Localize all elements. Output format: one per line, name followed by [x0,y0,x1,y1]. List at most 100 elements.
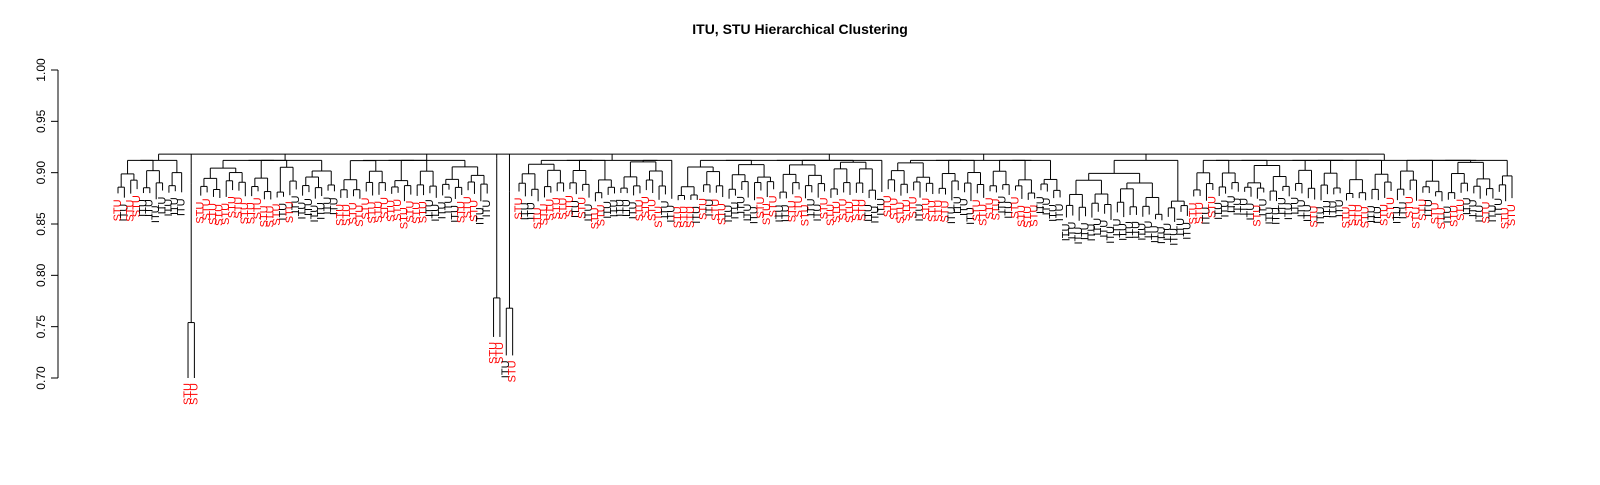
leaf-label: ITU [1124,221,1136,239]
leaf-label: ITU [1118,223,1130,241]
leaf-label: STU [507,360,519,382]
leaf-label: STU [888,198,900,220]
leaf-label: STU [538,203,550,225]
leaf-label: ITU [1270,207,1282,225]
leaf-label: STU [265,205,277,227]
leaf-label: STU [933,200,945,222]
leaf-label: ITU [1245,203,1257,221]
leaf-label: ITU [163,199,175,217]
leaf-label: ITU [1372,206,1384,224]
leaf-label: ITU [1487,205,1499,223]
leaf-label: STU [787,200,799,222]
y-tick-label: 0.70 [34,366,48,390]
leaf-label: STU [239,202,251,224]
leaf-label: ITU [309,205,321,223]
leaf-label: ITU [615,199,627,217]
leaf-label: ITU [500,360,512,378]
leaf-label: STU [653,206,665,228]
leaf-label: STU [857,199,869,221]
leaf-label: ITU [1060,223,1072,241]
leaf-label: STU [252,197,264,219]
leaf-label: ITU [1258,199,1270,217]
leaf-label: STU [577,197,589,219]
leaf-label: ITU [1181,222,1193,240]
leaf-label: STU [755,197,767,219]
leaf-label: STU [1455,199,1467,221]
leaf-label: STU [125,200,137,222]
leaf-label: ITU [627,201,639,219]
leaf-label: ITU [1289,197,1301,215]
leaf-label: STU [761,203,773,225]
leaf-label: STU [1436,207,1448,229]
leaf-label: ITU [812,204,824,222]
leaf-label: ITU [1398,201,1410,219]
leaf-label: STU [818,197,830,219]
leaf-label: ITU [1137,223,1149,241]
leaf-label: STU [1347,204,1359,226]
leaf-label: ITU [1296,199,1308,217]
leaf-label: ITU [1219,200,1231,218]
leaf-label: ITU [1239,198,1251,216]
leaf-label: ITU [1073,227,1085,245]
leaf-label: ITU [1175,218,1187,236]
leaf-label: STU [341,204,353,226]
leaf-label: STU [589,207,601,229]
leaf-label: STU [640,196,652,218]
leaf-label: ITU [1130,221,1142,239]
chart-title: ITU, STU Hierarchical Clustering [692,21,908,37]
leaf-label: ITU [659,200,671,218]
leaf-label: ITU [156,197,168,215]
leaf-label: STU [647,199,659,221]
leaf-label: STU [1340,206,1352,228]
leaf-label: STU [182,383,194,405]
leaf-label: STU [1417,199,1429,221]
leaf-label: ITU [1232,198,1244,216]
leaf-label: ITU [449,205,461,223]
leaf-label: STU [971,199,983,221]
leaf-label: STU [596,204,608,226]
leaf-label: ITU [806,198,818,216]
leaf-label: ITU [1111,218,1123,236]
leaf-label: ITU [1302,204,1314,222]
leaf-label: STU [1016,205,1028,227]
leaf-label: STU [920,198,932,220]
leaf-label: STU [284,201,296,223]
leaf-label: ITU [742,204,754,222]
leaf-label: ITU [1264,207,1276,225]
leaf-label: STU [685,206,697,228]
leaf-label: ITU [1461,197,1473,215]
leaf-label: ITU [481,200,493,218]
leaf-label: STU [1029,205,1041,227]
leaf-label: ITU [1041,198,1053,216]
leaf-label: STU [220,203,232,225]
leaf-label: ITU [519,202,531,220]
leaf-label: ITU [150,205,162,223]
leaf-label: STU [201,198,213,220]
leaf-label: STU [367,202,379,224]
leaf-label: STU [398,207,410,229]
leaf-label: ITU [1423,199,1435,217]
leaf-label: ITU [322,197,334,215]
leaf-label: STU [564,195,576,217]
leaf-label: STU [927,200,939,222]
leaf-label: ITU [1086,224,1098,242]
leaf-label: ITU [1035,196,1047,214]
leaf-label: STU [456,201,468,223]
leaf-label: ITU [666,205,678,223]
leaf-label: STU [838,198,850,220]
leaf-label: ITU [1099,220,1111,238]
leaf-label: STU [710,199,722,221]
leaf-label: STU [1385,197,1397,219]
leaf-label: ITU [914,204,926,222]
leaf-label: ITU [1283,202,1295,220]
leaf-label: STU [895,202,907,224]
leaf-label: STU [468,200,480,222]
leaf-label: STU [978,204,990,226]
leaf-label: STU [386,200,398,222]
leaf-label: ITU [296,202,308,220]
leaf-label: ITU [316,202,328,220]
leaf-label: ITU [1169,228,1181,246]
leaf-label: STU [392,199,404,221]
leaf-label: STU [360,198,372,220]
leaf-label: ITU [1105,226,1117,244]
